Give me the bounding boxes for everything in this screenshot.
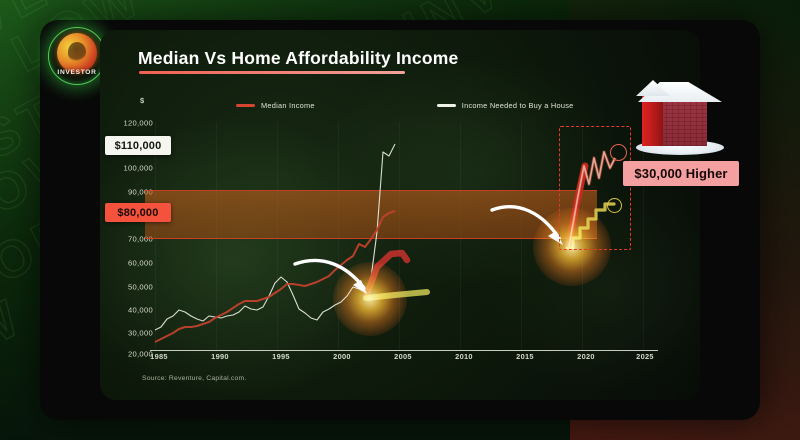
annotation-circle-icon xyxy=(607,198,622,213)
y-axis-labels: 120,000 100,000 90,000 70,000 60,000 50,… xyxy=(107,118,153,359)
house-body xyxy=(660,98,707,146)
legend-label: Median Income xyxy=(261,101,315,110)
x-tick-label: 2005 xyxy=(394,352,412,361)
curved-arrow-icon xyxy=(490,205,561,240)
investor-logo: INVESTOR xyxy=(48,27,106,85)
line-swatch-icon xyxy=(436,104,456,107)
arrow-head-icon xyxy=(353,280,367,294)
source-note: Source: Reventure, Capital.com. xyxy=(142,375,247,382)
x-tick-label: 2025 xyxy=(636,352,654,361)
red-house-icon xyxy=(632,78,728,156)
x-tick-label: 2000 xyxy=(333,352,351,361)
legend-item-income-needed[interactable]: Income Needed to Buy a House xyxy=(436,101,574,110)
y-tick-label: 20,000 xyxy=(127,349,153,359)
x-tick-label: 1995 xyxy=(272,352,290,361)
y-tick-label: 40,000 xyxy=(127,305,153,315)
y-axis-unit: $ xyxy=(140,96,145,105)
annotation-circle-icon xyxy=(610,144,627,161)
chart-legend: Median Income Income Needed to Buy a Hou… xyxy=(236,101,574,110)
x-axis-labels: 1985 1990 1995 2000 2005 2010 2015 2020 … xyxy=(150,352,654,366)
grid-line xyxy=(643,122,644,350)
y-tick-label: 70,000 xyxy=(127,234,153,244)
page-title: Median Vs Home Affordability Income xyxy=(138,48,459,68)
spike-white-zigzag xyxy=(568,151,616,247)
legend-item-median-income[interactable]: Median Income xyxy=(236,101,315,110)
higher-callout-badge: $30,000 Higher xyxy=(623,161,739,186)
y-callout-badge-lower: $80,000 xyxy=(105,203,171,222)
y-tick-label: 60,000 xyxy=(127,258,153,268)
x-tick-label: 2020 xyxy=(577,352,595,361)
watermark-line: BUY LOW xyxy=(0,286,34,440)
line-swatch-icon xyxy=(236,104,255,107)
x-axis-line xyxy=(150,350,658,352)
y-tick-label: 30,000 xyxy=(127,328,153,338)
dashed-focus-box xyxy=(559,126,631,250)
x-tick-label: 1985 xyxy=(150,352,168,361)
plot-area xyxy=(145,122,653,350)
legend-label: Income Needed to Buy a House xyxy=(461,101,574,110)
series-median-income xyxy=(154,210,396,343)
x-tick-label: 2010 xyxy=(455,352,473,361)
y-callout-badge-upper: $110,000 xyxy=(105,136,171,155)
logo-label: INVESTOR xyxy=(57,69,97,76)
curved-arrow-icon xyxy=(293,258,366,290)
spike-red-outline xyxy=(567,150,617,247)
y-tick-label: 120,000 xyxy=(123,118,153,128)
y-tick-label: 100,000 xyxy=(123,163,153,173)
title-underline xyxy=(139,71,405,74)
x-tick-label: 1990 xyxy=(211,352,229,361)
y-tick-label: 50,000 xyxy=(127,282,153,292)
x-tick-label: 2015 xyxy=(516,352,534,361)
logo-emblem-icon xyxy=(57,33,97,73)
y-tick-label: 90,000 xyxy=(127,187,153,197)
